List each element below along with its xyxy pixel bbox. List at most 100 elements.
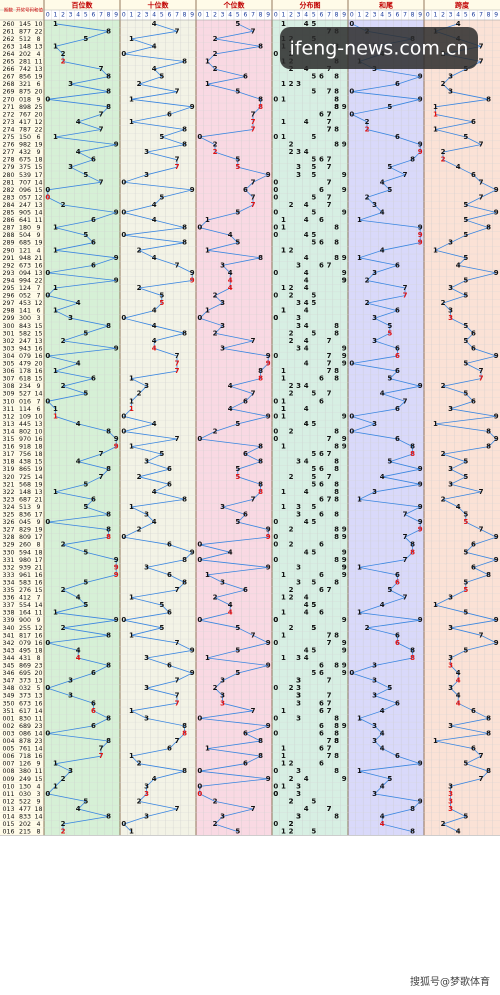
- digit-mark: 4: [152, 216, 157, 224]
- digit-header: 6: [319, 12, 323, 19]
- digit-mark: 0: [45, 790, 50, 798]
- digit-mark: 8: [258, 458, 263, 466]
- digit-mark: 1: [281, 246, 286, 254]
- digit-mark: 5: [83, 601, 88, 609]
- digit-mark: 1: [281, 367, 286, 375]
- row-cell: 109: [19, 413, 31, 420]
- digit-mark: 5: [235, 88, 240, 96]
- digit-mark: 2: [289, 624, 294, 632]
- digit-mark: 4: [380, 601, 385, 609]
- row-cell: 178: [19, 368, 31, 375]
- digit-mark: 4: [380, 209, 385, 217]
- digit-mark: 9: [342, 616, 347, 624]
- digit-mark: 8: [410, 654, 415, 662]
- row-cell: 262: [2, 36, 14, 43]
- digit-mark: 3: [448, 662, 453, 670]
- digit-header: 6: [167, 12, 171, 19]
- row-cell: 554: [19, 602, 31, 609]
- digit-mark: 4: [304, 65, 309, 73]
- digit-mark: 7: [251, 27, 256, 35]
- digit-mark: 5: [387, 322, 392, 330]
- row-cell: 347: [2, 678, 14, 685]
- digit-mark: 5: [463, 322, 468, 330]
- digit-mark: 6: [91, 669, 96, 677]
- digit-mark: 9: [266, 662, 271, 670]
- row-cell: 289: [2, 240, 14, 247]
- row-cell: 8: [36, 829, 40, 836]
- row-cell: 943: [19, 345, 31, 352]
- digit-mark: 8: [182, 125, 187, 133]
- digit-mark: 5: [463, 292, 468, 300]
- digit-mark: 8: [106, 27, 111, 35]
- digit-mark: 9: [266, 171, 271, 179]
- row-cell: 341: [2, 632, 14, 639]
- digit-mark: 6: [319, 541, 324, 549]
- row-cell: 522: [19, 798, 31, 805]
- digit-mark: 6: [243, 450, 248, 458]
- digit-mark: 7: [99, 178, 104, 186]
- digit-header: 7: [479, 12, 483, 19]
- row-cell: 14: [34, 602, 42, 609]
- digit-mark: 1: [281, 246, 286, 254]
- digit-mark: 0: [45, 397, 50, 405]
- row-cell: 010: [2, 783, 14, 790]
- row-cell: 279: [2, 164, 14, 171]
- digit-mark: 7: [327, 390, 332, 398]
- digit-mark: 9: [190, 646, 195, 654]
- digit-mark: 0: [45, 95, 50, 103]
- digit-mark: 5: [83, 390, 88, 398]
- digit-mark: 3: [372, 737, 377, 745]
- digit-mark: 5: [159, 292, 164, 300]
- digit-mark: 0: [273, 412, 278, 420]
- row-cell: 918: [19, 444, 31, 451]
- digit-mark: 3: [296, 677, 301, 685]
- digit-header: 3: [297, 12, 301, 19]
- row-cell: 305: [2, 361, 14, 368]
- digit-mark: 6: [91, 495, 96, 503]
- digit-mark: 5: [311, 163, 316, 171]
- digit-mark: 1: [281, 412, 286, 420]
- digit-mark: 8: [334, 103, 339, 111]
- digit-mark: 6: [471, 397, 476, 405]
- row-cell: 583: [19, 579, 31, 586]
- row-cell: 281: [2, 179, 14, 186]
- zone-title: 十位数: [148, 1, 170, 10]
- row-cell: 321: [2, 481, 14, 488]
- digit-header: 9: [190, 12, 194, 19]
- trend-line: [434, 23, 498, 832]
- digit-mark: 7: [327, 125, 332, 133]
- digit-mark: 6: [319, 662, 324, 670]
- row-cell: 512: [19, 36, 31, 43]
- digit-mark: 6: [319, 375, 324, 383]
- row-cell: 337: [2, 602, 14, 609]
- row-cell: 417: [19, 119, 31, 126]
- digit-mark: 3: [372, 488, 377, 496]
- digit-mark: 0: [273, 133, 278, 141]
- row-cell: 6: [36, 81, 40, 88]
- digit-mark: 9: [266, 722, 271, 730]
- digit-mark: 0: [273, 95, 278, 103]
- digit-mark: 5: [235, 669, 240, 677]
- digit-header: 4: [456, 12, 460, 19]
- trend-line: [46, 23, 117, 832]
- digit-header: 3: [449, 12, 453, 19]
- digit-mark: 3: [220, 503, 225, 511]
- digit-header: 9: [342, 12, 346, 19]
- digit-mark: 3: [296, 299, 301, 307]
- digit-mark: 3: [144, 790, 149, 798]
- digit-mark: 6: [91, 156, 96, 164]
- digit-mark: 2: [289, 382, 294, 390]
- row-cell: 9: [36, 149, 40, 156]
- row-cell: 276: [19, 587, 31, 594]
- row-cell: 17: [34, 534, 42, 541]
- row-cell: 16: [34, 353, 42, 360]
- digit-mark: 8: [106, 103, 111, 111]
- digit-mark: 5: [463, 254, 468, 262]
- row-cell: 079: [19, 640, 31, 647]
- row-cell: 15: [34, 330, 42, 337]
- digit-mark: 3: [296, 382, 301, 390]
- digit-mark: 5: [159, 193, 164, 201]
- row-cell: 346: [2, 670, 14, 677]
- row-cell: 13: [34, 66, 42, 73]
- row-cell: 12: [34, 119, 42, 126]
